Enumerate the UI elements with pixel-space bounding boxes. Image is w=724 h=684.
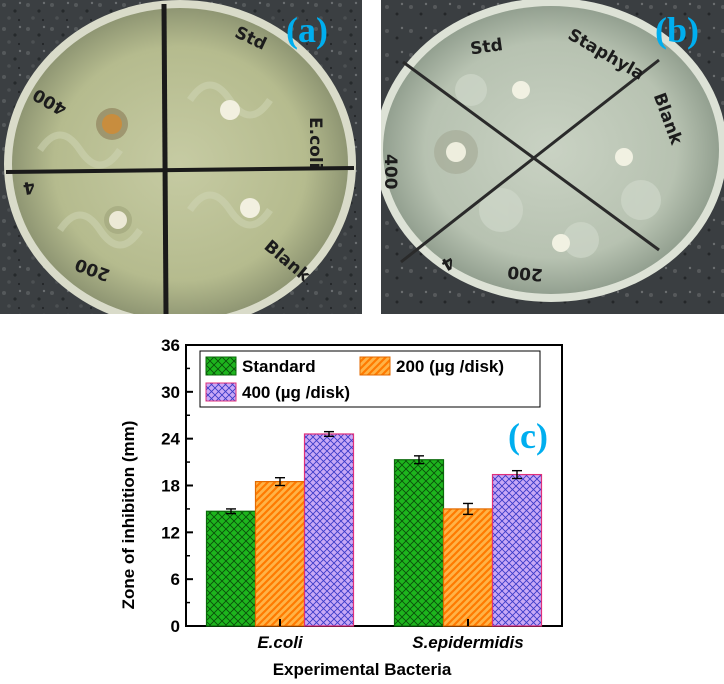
legend: Standard 200 (µg /disk) 400 (µg /disk) <box>199 350 541 408</box>
bar <box>303 433 355 627</box>
legend-swatch <box>205 356 237 376</box>
y-axis-title: Zone of inhibition (mm) <box>119 421 138 610</box>
petri-dish-photo-a: Std E.coli Blank 200 4 400 (a) <box>0 0 362 314</box>
mark-ecoli-a: E.coli <box>305 117 325 168</box>
error-bar <box>226 508 236 515</box>
x-axis: E.coli S.epidermidis <box>257 619 524 652</box>
error-bar <box>414 455 424 465</box>
bar <box>442 508 494 627</box>
legend-label: Standard <box>242 357 316 376</box>
bar <box>254 480 306 627</box>
x-tick-label: S.epidermidis <box>412 633 523 652</box>
bars <box>205 430 543 627</box>
y-tick-label: 12 <box>161 523 180 542</box>
y-tick-label: 18 <box>161 477 180 496</box>
mark-400-b: 400 <box>381 154 400 190</box>
mark-4-a: 4 <box>21 176 36 198</box>
y-tick-label: 6 <box>171 570 180 589</box>
mark-std-b: Std <box>469 35 504 59</box>
bar <box>491 473 543 627</box>
panel-label-b: (b) <box>655 10 699 50</box>
legend-label: 200 (µg /disk) <box>396 357 504 376</box>
error-bar <box>463 502 473 516</box>
y-tick-label: 36 <box>161 336 180 355</box>
legend-swatch <box>359 356 391 376</box>
mark-200-b: 200 <box>506 261 543 284</box>
y-tick-label: 30 <box>161 383 180 402</box>
legend-swatch <box>205 382 237 402</box>
error-bar <box>275 476 285 487</box>
x-tick-label: E.coli <box>257 633 304 652</box>
legend-label: 400 (µg /disk) <box>242 383 350 402</box>
y-tick-label: 0 <box>171 617 180 636</box>
error-bar <box>512 469 522 480</box>
bar <box>393 459 445 627</box>
y-axis: 0 6 12 18 24 30 36 <box>161 336 193 636</box>
panel-label-c: (c) <box>508 416 548 456</box>
y-tick-label: 24 <box>161 430 180 449</box>
bar-chart: Zone of inhibition (mm) Experimental Bac… <box>119 336 563 679</box>
error-bar <box>324 430 334 438</box>
bar <box>205 510 257 627</box>
petri-dish-photo-b: Std Staphyla Blank 400 200 4 (b) <box>381 0 724 314</box>
x-axis-title: Experimental Bacteria <box>273 660 452 679</box>
panel-label-a: (a) <box>286 10 328 50</box>
